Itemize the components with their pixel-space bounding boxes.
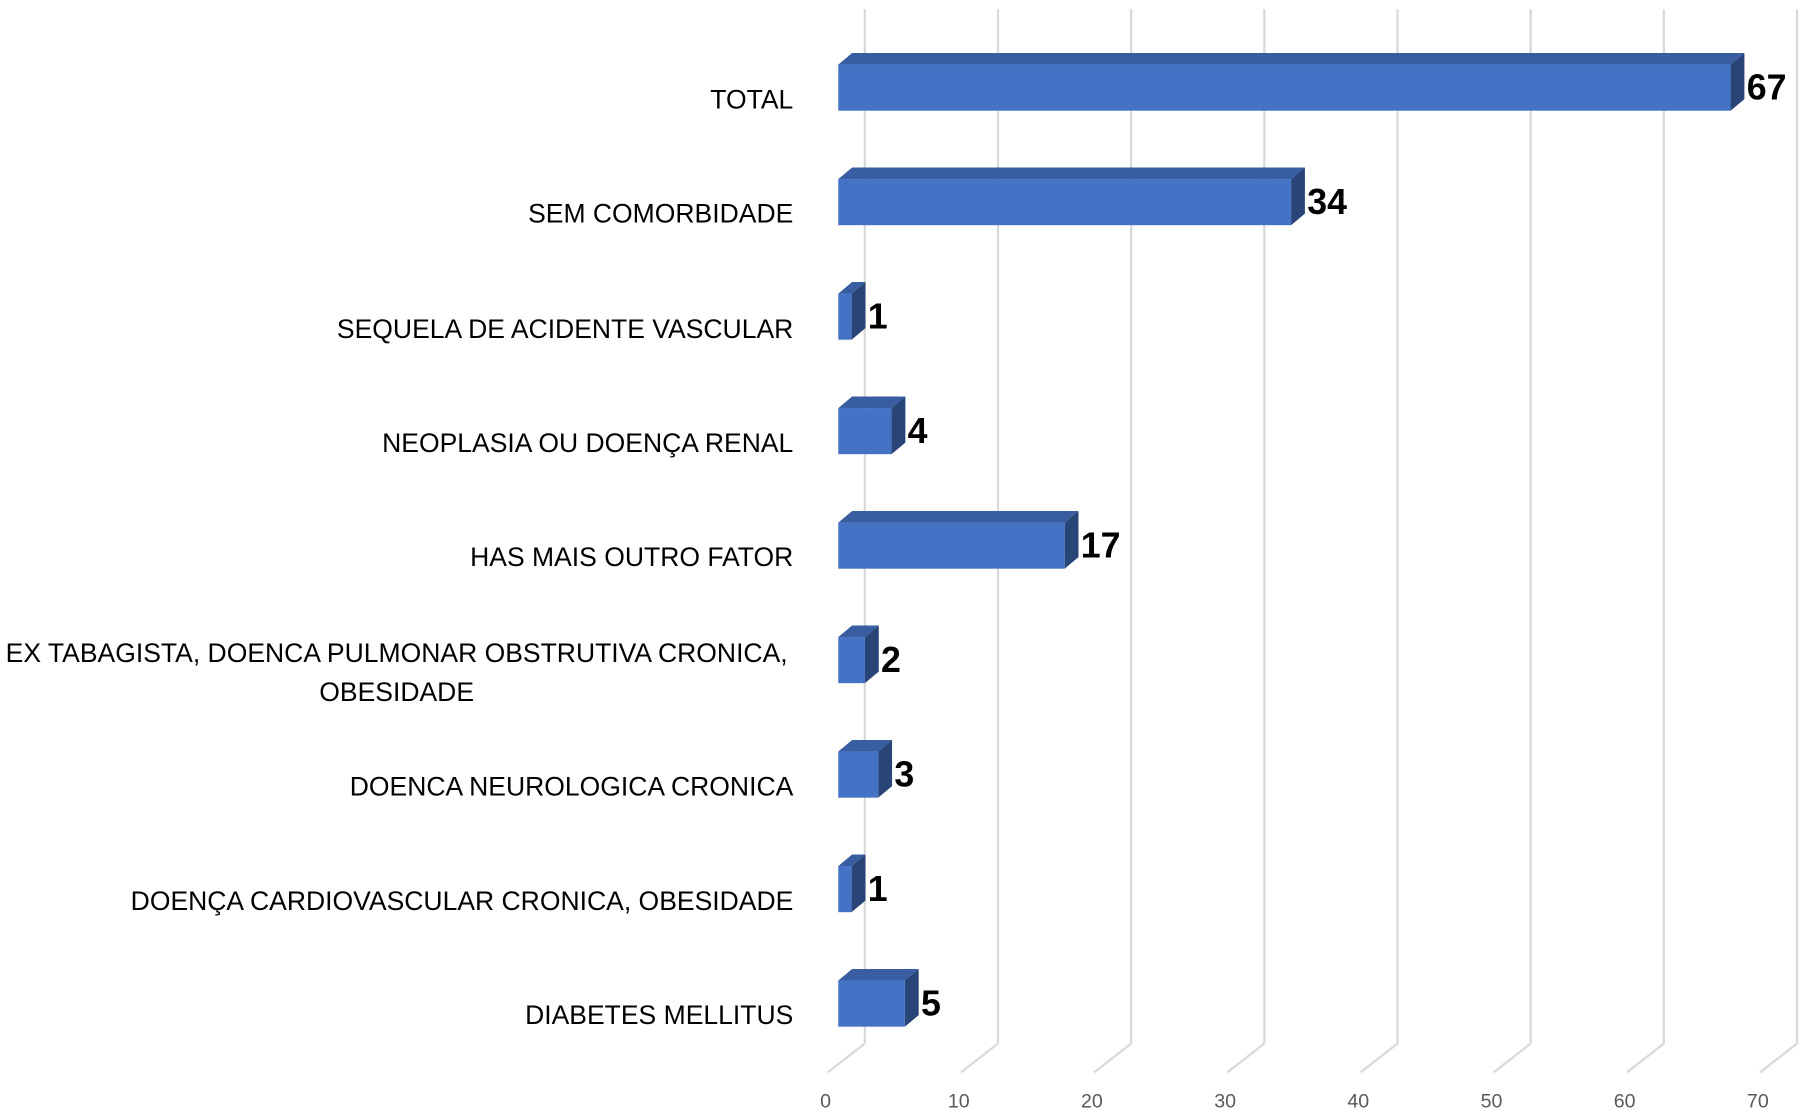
value-label: 1 — [868, 869, 888, 909]
bar — [838, 64, 1731, 111]
x-tick-label: 50 — [1481, 1090, 1503, 1112]
grid-line-floor — [1226, 1042, 1266, 1074]
x-tick-label: 40 — [1347, 1090, 1369, 1112]
value-label: 17 — [1081, 525, 1121, 565]
category-label-wrap: DIABETES MELLITUS — [0, 957, 807, 1072]
value-label: 4 — [908, 411, 928, 451]
category-label-box: NEOPLASIA OU DOENÇA RENAL — [0, 385, 807, 500]
grid-line-floor — [827, 1042, 866, 1074]
category-label-box: DOENÇA CARDIOVASCULAR CRONICA, OBESIDADE — [0, 843, 807, 958]
category-label-wrap: HAS MAIS OUTRO FATOR — [0, 499, 807, 614]
category-label-box: SEQUELA DE ACIDENTE VASCULAR — [0, 270, 807, 385]
x-tick-label: 60 — [1614, 1090, 1636, 1112]
category-label-wrap: EX TABAGISTA, DOENCA PULMONAR OBSTRUTIVA… — [0, 614, 807, 729]
bar — [838, 522, 1065, 569]
bar-top — [838, 625, 879, 638]
category-label: SEM COMORBIDADE — [528, 198, 794, 229]
value-label: 2 — [881, 640, 901, 680]
category-label-box: SEM COMORBIDADE — [0, 156, 807, 271]
category-label-box: TOTAL — [0, 42, 807, 157]
bar-side — [851, 854, 866, 913]
grid-line-floor — [1626, 1042, 1665, 1074]
category-label: NEOPLASIA OU DOENÇA RENAL — [382, 427, 794, 458]
bar-top — [838, 282, 866, 294]
bar-side — [864, 625, 879, 684]
x-tick-label: 70 — [1747, 1090, 1769, 1112]
bar — [838, 637, 865, 684]
category-label: DOENÇA CARDIOVASCULAR CRONICA, OBESIDADE — [130, 885, 794, 916]
value-label: 5 — [921, 983, 941, 1023]
category-label: HAS MAIS OUTRO FATOR — [470, 542, 794, 573]
bar-top — [838, 396, 906, 409]
category-label-wrap: SEQUELA DE ACIDENTE VASCULAR — [0, 270, 807, 385]
category-label-box: DOENCA NEUROLOGICA CRONICA — [0, 728, 807, 843]
grid-line-floor — [1493, 1042, 1532, 1074]
bar — [838, 408, 892, 455]
bar-side — [891, 396, 906, 455]
bar-side — [1730, 53, 1745, 111]
bar — [838, 980, 905, 1027]
x-tick-label: 10 — [948, 1090, 970, 1112]
grid-line-floor — [1093, 1042, 1132, 1074]
bar-top — [838, 53, 1745, 65]
value-label: 67 — [1747, 67, 1787, 107]
grid-line-floor — [1359, 1042, 1399, 1074]
category-label-wrap: DOENCA NEUROLOGICA CRONICA — [0, 728, 807, 843]
category-label: DIABETES MELLITUS — [525, 1000, 794, 1031]
bar — [838, 293, 852, 340]
grid-line-floor — [960, 1042, 999, 1074]
value-label: 1 — [868, 296, 888, 336]
category-label-wrap: NEOPLASIA OU DOENÇA RENAL — [0, 385, 807, 500]
bar — [838, 179, 1292, 226]
bar-side — [1064, 511, 1079, 569]
value-label: 3 — [894, 754, 914, 794]
bar-side — [1291, 167, 1305, 226]
category-label-wrap: SEM COMORBIDADE — [0, 156, 807, 271]
grid-line-floor — [1759, 1042, 1798, 1074]
x-tick-label: 0 — [820, 1090, 831, 1112]
bar — [838, 751, 879, 798]
bar-top — [838, 854, 866, 867]
bar-top — [838, 969, 919, 981]
bar — [838, 866, 852, 913]
category-label-box: DIABETES MELLITUS — [0, 957, 807, 1072]
category-label-wrap: DOENÇA CARDIOVASCULAR CRONICA, OBESIDADE — [0, 843, 807, 958]
bar-side — [851, 282, 866, 340]
bar-top — [838, 167, 1305, 180]
category-label: EX TABAGISTA, DOENCA PULMONAR OBSTRUTIVA… — [5, 637, 788, 707]
category-label-box: HAS MAIS OUTRO FATOR — [0, 499, 807, 614]
category-label: TOTAL — [710, 84, 794, 115]
value-label: 34 — [1307, 182, 1347, 222]
x-tick-label: 20 — [1081, 1090, 1103, 1112]
category-label: SEQUELA DE ACIDENTE VASCULAR — [336, 313, 794, 344]
bar-side — [904, 969, 919, 1027]
bar-top — [838, 511, 1079, 523]
bar-top — [838, 740, 893, 752]
category-label: DOENCA NEUROLOGICA CRONICA — [349, 771, 794, 802]
bar-side — [878, 740, 893, 798]
category-label-box: EX TABAGISTA, DOENCA PULMONAR OBSTRUTIVA… — [0, 614, 807, 729]
x-tick-label: 30 — [1214, 1090, 1236, 1112]
category-label-wrap: TOTAL — [0, 42, 807, 157]
